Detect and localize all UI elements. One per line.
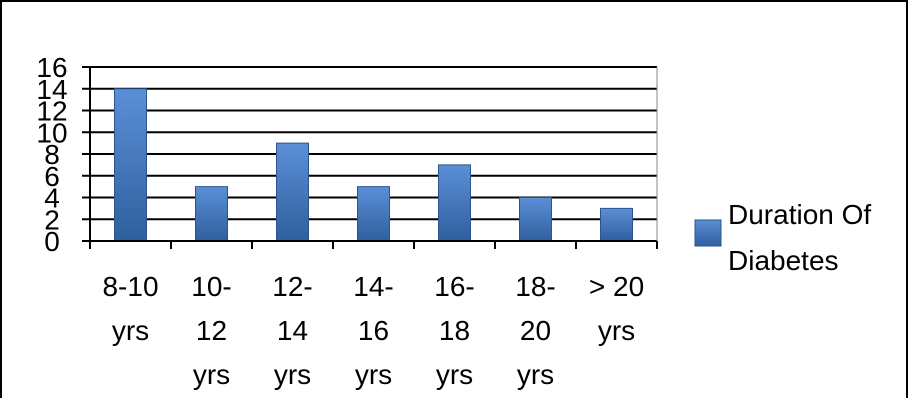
axes [82, 66, 658, 249]
gridlines [90, 66, 657, 221]
x-tick-label: yrs [355, 359, 392, 390]
y-tick-label: 12 [36, 96, 67, 127]
x-tick-label: yrs [598, 315, 635, 346]
y-tick-label: 8 [44, 139, 60, 170]
x-tick-label: yrs [274, 359, 311, 390]
y-tick-label: 6 [44, 161, 60, 192]
legend: Duration Of Diabetes [694, 199, 871, 276]
bar [276, 142, 309, 242]
x-tick-label: 18 [439, 315, 470, 346]
x-tick-label: 10- [191, 271, 231, 302]
x-tick-label: yrs [112, 315, 149, 346]
x-tick-label: yrs [517, 359, 554, 390]
y-tick-label: 10 [36, 117, 67, 148]
y-tick-label: 2 [44, 204, 60, 235]
y-tick-label: 14 [36, 74, 67, 105]
bar [357, 186, 390, 242]
legend-label: Diabetes [728, 245, 839, 276]
x-tick-label: yrs [193, 359, 230, 390]
x-tick-label: 16 [358, 315, 389, 346]
bar [519, 197, 552, 242]
bar [195, 186, 228, 242]
x-tick-label: 8-10 [102, 271, 158, 302]
x-tick-label: 18- [515, 271, 555, 302]
legend-label: Duration Of [728, 199, 871, 230]
y-tick-label: 16 [36, 52, 67, 83]
bars [114, 88, 633, 242]
legend-swatch [694, 219, 722, 247]
bar [600, 207, 633, 242]
y-tick-label: 0 [44, 226, 60, 257]
x-tick-label: yrs [436, 359, 473, 390]
bar [114, 88, 147, 242]
x-tick-label: > 20 [589, 271, 644, 302]
bar [438, 164, 471, 242]
x-tick-label: 12 [196, 315, 227, 346]
x-tick-label: 16- [434, 271, 474, 302]
x-tick-label: 14 [277, 315, 308, 346]
x-tick-label: 12- [272, 271, 312, 302]
x-tick-label: 14- [353, 271, 393, 302]
x-tick-label: 20 [520, 315, 551, 346]
y-tick-label: 4 [44, 183, 60, 214]
x-tick-labels: 8-10 yrs 10- 12 yrs 12- 14 yrs 14- 16 yrs 16- 18 yrs 1… [102, 271, 644, 390]
